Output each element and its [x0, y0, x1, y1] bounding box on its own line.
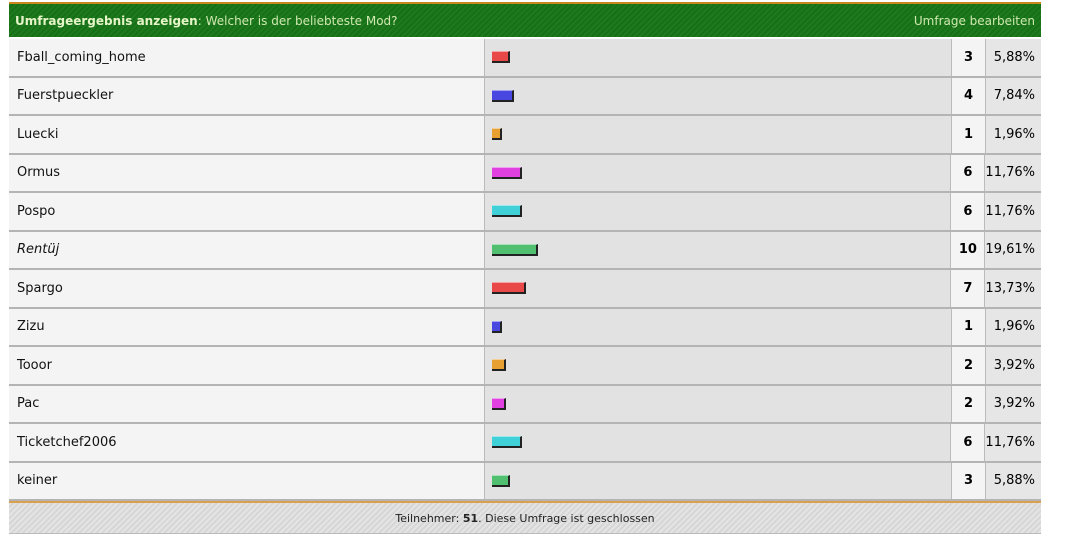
option-name: Zizu — [9, 308, 485, 345]
vote-percent: 3,92% — [986, 385, 1041, 422]
option-name: Tooor — [9, 347, 485, 384]
result-row: Fball_coming_home 3 5,88% — [9, 39, 1041, 78]
vote-percent: 5,88% — [986, 462, 1041, 499]
vote-percent: 1,96% — [986, 116, 1041, 153]
vote-percent: 3,92% — [986, 347, 1041, 384]
vote-percent: 11,76% — [985, 424, 1041, 461]
vote-count: 2 — [952, 385, 986, 422]
result-bar — [492, 128, 503, 141]
result-bar — [492, 397, 507, 410]
result-row: Tooor 2 3,92% — [9, 347, 1041, 386]
bar-cell — [485, 385, 952, 422]
result-bar — [492, 359, 507, 372]
bar-cell — [484, 231, 952, 268]
result-bar — [491, 436, 522, 449]
bar-cell — [484, 270, 952, 307]
option-name: Ormus — [9, 154, 485, 191]
result-row: Luecki 1 1,96% — [9, 116, 1041, 155]
result-row: Spargo 7 13,73% — [9, 270, 1041, 309]
result-bar — [492, 51, 511, 64]
option-name: Luecki — [9, 116, 485, 153]
bar-cell — [484, 154, 952, 191]
bar-cell — [484, 424, 952, 461]
bar-cell — [485, 308, 952, 345]
result-bar — [492, 474, 511, 487]
option-name: keiner — [9, 462, 485, 499]
result-row: Zizu 1 1,96% — [9, 308, 1041, 347]
vote-count: 2 — [952, 347, 986, 384]
result-bar — [492, 89, 515, 102]
header-separator: : — [197, 13, 202, 28]
vote-count: 4 — [952, 77, 986, 114]
vote-count: 1 — [952, 308, 986, 345]
vote-percent: 5,88% — [986, 39, 1041, 76]
result-bar — [491, 205, 522, 218]
result-row: Fuerstpueckler 4 7,84% — [9, 77, 1041, 116]
vote-percent: 13,73% — [985, 270, 1041, 307]
vote-percent: 1,96% — [986, 308, 1041, 345]
poll-title: Umfrageergebnis anzeigen: Welcher is der… — [15, 14, 398, 28]
edit-poll-link[interactable]: Umfrage bearbeiten — [913, 13, 1035, 28]
option-name: Pospo — [9, 193, 485, 230]
vote-count: 10 — [951, 231, 986, 268]
bar-cell — [485, 462, 952, 499]
poll-footer: Teilnehmer: 51. Diese Umfrage ist geschl… — [9, 501, 1041, 534]
vote-percent: 7,84% — [986, 77, 1041, 114]
result-row: Ticketchef2006 6 11,76% — [9, 424, 1041, 463]
option-name: Rentüj — [9, 231, 485, 268]
option-name: Pac — [9, 385, 485, 422]
participants-label: Teilnehmer: — [395, 511, 460, 525]
vote-count: 7 — [951, 270, 986, 307]
vote-count: 6 — [951, 193, 986, 230]
result-row: Pac 2 3,92% — [9, 385, 1041, 424]
bar-cell — [485, 116, 952, 153]
poll-results: Umfrageergebnis anzeigen: Welcher is der… — [9, 2, 1041, 534]
vote-count: 1 — [952, 116, 986, 153]
bar-cell — [485, 77, 952, 114]
participants-count: 51 — [462, 511, 479, 525]
poll-question: Welcher is der beliebteste Mod? — [205, 13, 398, 28]
vote-percent: 11,76% — [985, 154, 1041, 191]
result-bar — [491, 243, 538, 256]
vote-percent: 19,61% — [985, 231, 1041, 268]
vote-percent: 11,76% — [985, 193, 1041, 230]
bar-cell — [484, 193, 952, 230]
vote-count: 3 — [952, 39, 986, 76]
poll-header: Umfrageergebnis anzeigen: Welcher is der… — [9, 4, 1041, 39]
option-name: Fball_coming_home — [9, 39, 485, 76]
bar-cell — [485, 347, 952, 384]
result-row: Pospo 6 11,76% — [9, 193, 1041, 232]
result-bar — [492, 320, 503, 333]
vote-count: 6 — [951, 424, 986, 461]
result-bar — [491, 166, 522, 179]
result-row: keiner 3 5,88% — [9, 462, 1041, 501]
result-row: Rentüj 10 19,61% — [9, 231, 1041, 270]
header-title: Umfrageergebnis anzeigen — [15, 13, 198, 28]
result-row: Ormus 6 11,76% — [9, 154, 1041, 193]
result-bar — [491, 282, 526, 295]
vote-count: 6 — [951, 154, 986, 191]
bar-cell — [485, 39, 952, 76]
option-name: Fuerstpueckler — [9, 77, 485, 114]
poll-status: . Diese Umfrage ist geschlossen — [478, 511, 655, 525]
option-name: Spargo — [9, 270, 485, 307]
option-name: Ticketchef2006 — [9, 424, 485, 461]
vote-count: 3 — [952, 462, 986, 499]
